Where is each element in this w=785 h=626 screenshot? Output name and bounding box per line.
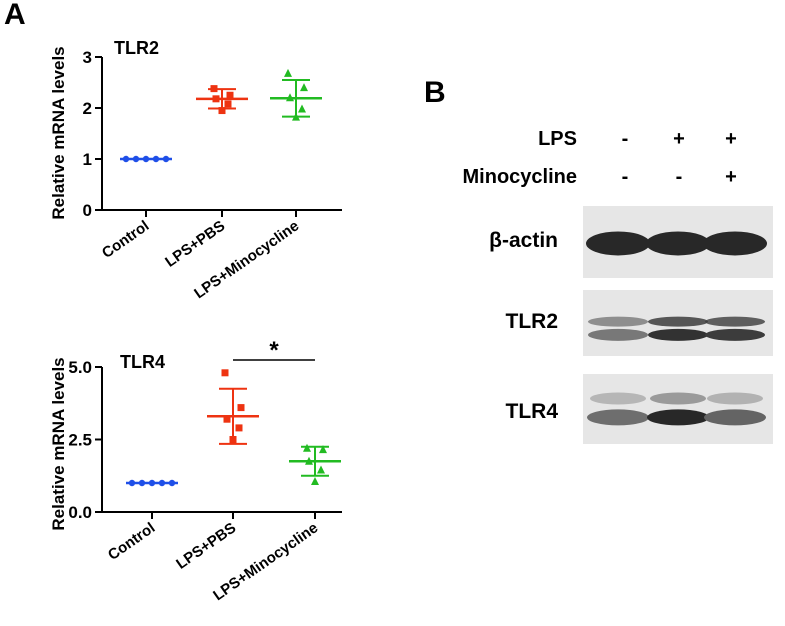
treatment-sign: -: [675, 166, 683, 188]
significance-marker: *: [269, 337, 279, 364]
blot-band: [586, 231, 650, 256]
data-point: [284, 68, 292, 77]
x-tick-label: LPS+PBS: [173, 519, 239, 572]
y-axis-label: Relative mRNA levels: [49, 46, 68, 219]
x-tick-label: Control: [99, 217, 152, 262]
y-tick-label: 3: [83, 48, 92, 67]
blot-band: [705, 328, 765, 341]
data-point: [223, 415, 231, 423]
blot-strip: [583, 290, 773, 356]
x-tick-label: LPS+PBS: [162, 217, 228, 270]
blot-band: [648, 328, 708, 341]
panel-a-label: A: [4, 0, 26, 31]
treatment-sign: +: [725, 166, 737, 188]
data-point: [300, 83, 308, 92]
y-axis-label: Relative mRNA levels: [49, 357, 68, 530]
treatment-sign: -: [621, 166, 629, 188]
blot-strip: [583, 206, 773, 278]
treatment-sign: +: [673, 128, 685, 150]
x-tick-label: Control: [105, 519, 158, 564]
blot-band: [588, 328, 648, 341]
data-point: [235, 424, 243, 432]
tlr4-scatter-chart: TLR4 Relative mRNA levels 0.0 2.5 5.0 Control…: [49, 337, 342, 604]
data-point: [298, 104, 306, 113]
blot-band: [647, 409, 709, 426]
chart-title: TLR2: [114, 38, 159, 58]
blot-strip: [583, 374, 773, 444]
blot-band: [650, 392, 706, 405]
treatment-label: LPS: [538, 128, 577, 150]
blot-band: [705, 316, 765, 327]
y-tick-label: 1: [83, 150, 92, 169]
blot-band: [648, 316, 708, 327]
y-tick-label: 2: [83, 99, 92, 118]
blot-band: [588, 316, 648, 327]
y-tick-label: 5.0: [68, 358, 92, 377]
y-tick-label: 0: [83, 201, 92, 220]
blot-band: [590, 392, 646, 405]
blot-row-label: TLR4: [505, 400, 559, 423]
blot-band: [646, 231, 710, 256]
blot-row-label: TLR2: [505, 310, 559, 333]
blot-band: [703, 231, 767, 256]
data-point: [311, 477, 319, 486]
data-point: [224, 100, 232, 108]
data-point: [221, 369, 229, 377]
treatment-sign: +: [725, 128, 737, 150]
data-point: [218, 107, 226, 115]
y-tick-label: 0.0: [68, 503, 92, 522]
data-point: [319, 445, 327, 454]
tlr2-scatter-chart: TLR2 Relative mRNA levels 0 1 2 3 Control LPS+P…: [49, 38, 342, 302]
data-point: [317, 465, 325, 474]
treatment-label: Minocycline: [462, 166, 577, 188]
blot-band: [707, 392, 763, 405]
data-point: [226, 91, 234, 99]
y-tick-label: 2.5: [68, 431, 92, 450]
blot-band: [704, 409, 766, 426]
blot-band: [587, 409, 649, 426]
blot-background: [583, 374, 773, 444]
panel-b-label: B: [424, 76, 446, 109]
data-point: [237, 404, 245, 412]
blot-row-label: β-actin: [489, 229, 558, 252]
chart-title: TLR4: [120, 352, 165, 372]
treatment-sign: -: [621, 128, 629, 150]
